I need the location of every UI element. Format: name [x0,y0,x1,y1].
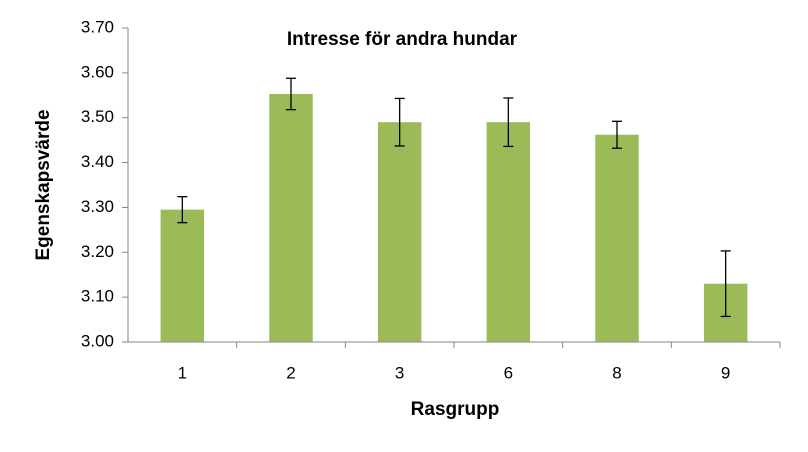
error-bar [286,77,296,111]
bar [160,209,205,342]
error-bar [503,97,514,148]
y-tick-label: 3.30 [81,197,114,216]
error-bar [394,97,405,147]
x-tick-label: 8 [612,363,621,382]
y-axis-label: Egenskapsvärde [33,109,54,260]
y-tick-label: 3.10 [81,287,114,306]
y-tick-label: 3.20 [81,242,114,261]
chart-title: Intresse för andra hundar [287,29,518,50]
bar [269,93,313,342]
y-tick-label: 3.40 [81,152,114,171]
x-tick-label: 1 [178,363,187,382]
error-bar [720,250,731,318]
y-tick-label: 3.60 [81,62,114,81]
y-tick-label: 3.70 [81,17,114,36]
bar [595,134,639,342]
x-tick-label: 9 [721,363,730,382]
x-tick-label: 6 [504,363,513,382]
y-tick-label: 3.00 [81,331,114,350]
x-tick-label: 3 [395,363,404,382]
error-bar [177,196,188,224]
x-axis-label: Rasgrupp [411,399,500,420]
error-bar [612,120,622,149]
y-tick-label: 3.50 [81,107,114,126]
x-tick-label: 2 [286,363,295,382]
bar [486,122,531,342]
bar [377,122,422,342]
